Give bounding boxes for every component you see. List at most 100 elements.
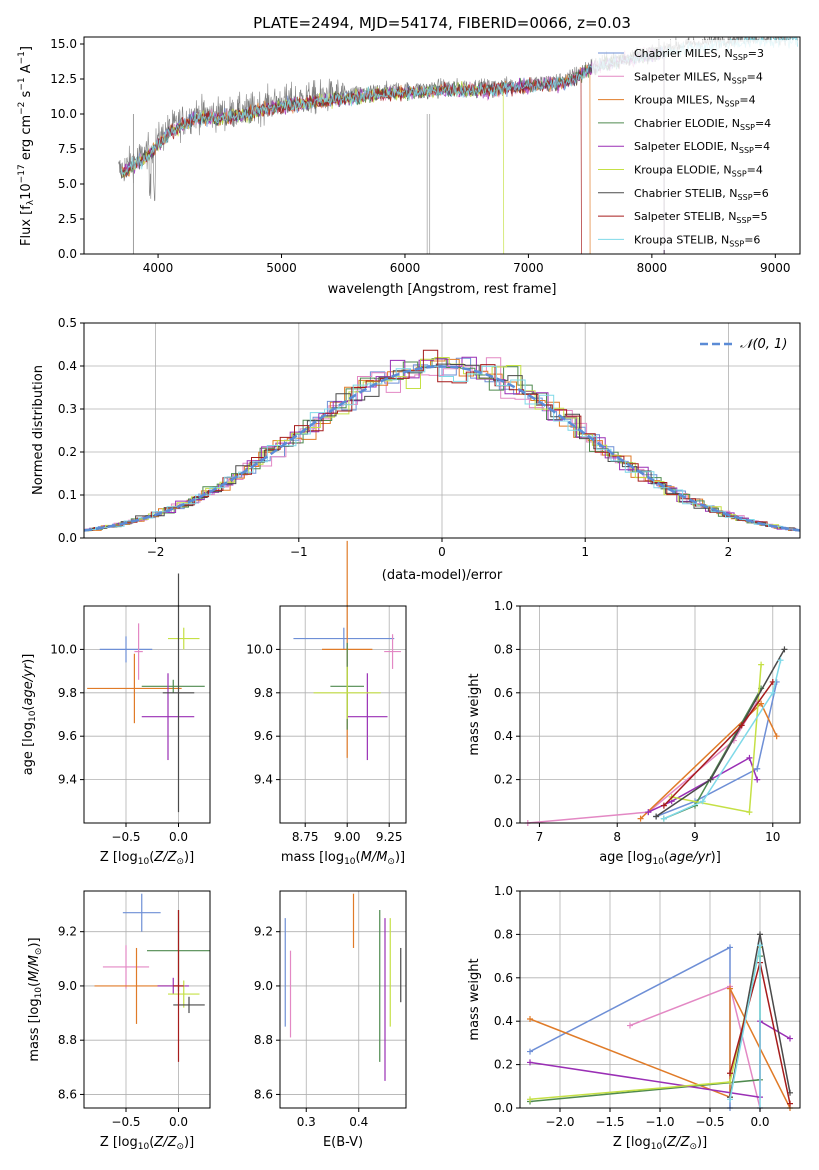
y-tick-label: 0.2 xyxy=(494,773,513,787)
legend-count: =3 xyxy=(748,47,764,60)
track-marker xyxy=(777,657,784,664)
y-tick-label: 2.5 xyxy=(58,212,77,226)
x-tick-label: −2.0 xyxy=(545,1115,574,1129)
legend-label: Chabrier STELIB, N xyxy=(634,187,738,200)
plot-frame xyxy=(519,605,801,824)
histogram-series xyxy=(84,349,800,532)
x-tick-label: 8 xyxy=(613,830,621,844)
y-tick-label: 0.4 xyxy=(494,1014,513,1028)
legend-entry: Salpeter ELODIE, NSSP=4 xyxy=(634,140,770,155)
histogram-xlabel: (data-model)/error xyxy=(382,568,503,583)
legend-label: Kroupa ELODIE, N xyxy=(634,164,732,177)
histogram-series xyxy=(84,365,800,532)
y-tick-label: 8.8 xyxy=(58,1033,77,1047)
legend-entry: Chabrier STELIB, NSSP=6 xyxy=(634,187,769,202)
histogram-ylabel: Normed distribution xyxy=(31,365,46,495)
mass-weight-track xyxy=(663,660,782,820)
legend-subscript: SSP xyxy=(736,216,751,225)
gaussian-reference-line xyxy=(84,365,800,532)
spectrum-frame xyxy=(83,36,801,255)
plot-area xyxy=(94,893,210,1062)
x-tick-label: 0.0 xyxy=(750,1115,769,1129)
legend-count: =4 xyxy=(754,140,770,153)
track-marker xyxy=(727,1078,733,1085)
mass-vs-metallicity-panel: −0.5 0.0 8.6 8.8 9.0 9.2 Z [log10(Z/Z⊙)] mass [… xyxy=(27,890,211,1152)
legend-label: Salpeter MILES, N xyxy=(634,70,732,83)
legend-count: =5 xyxy=(751,210,767,223)
y-tick-label: 0.4 xyxy=(494,729,513,743)
y-tick-label: 9.0 xyxy=(254,979,273,993)
track-marker xyxy=(787,1100,793,1107)
age-vs-mass-panel: 8.75 9.00 9.25 9.4 9.6 9.8 10.0 mass [log10(M/M… xyxy=(246,540,407,867)
histogram-series xyxy=(84,356,800,532)
legend-count: =6 xyxy=(753,187,769,200)
x-tick-label: 7 xyxy=(536,830,544,844)
track-marker xyxy=(757,931,763,938)
legend-entry: Kroupa MILES, NSSP=4 xyxy=(634,94,756,109)
track-marker xyxy=(527,1096,533,1103)
legend-entry: Chabrier ELODIE, NSSP=4 xyxy=(634,117,771,132)
x-tick-label: 9.00 xyxy=(334,830,361,844)
legend-entry: 𝒩(0, 1) xyxy=(740,337,787,352)
y-tick-label: 0.1 xyxy=(58,488,77,502)
y-axis-label: mass weight xyxy=(467,673,482,755)
legend-subscript: SSP xyxy=(739,146,754,155)
y-tick-label: 0.0 xyxy=(58,531,77,545)
mass-weight-track xyxy=(655,681,778,818)
legend-entry: Salpeter STELIB, NSSP=5 xyxy=(634,210,768,225)
y-tick-label: 0.0 xyxy=(58,247,77,261)
y-tick-label: 9.6 xyxy=(254,729,273,743)
spectrum-title: PLATE=2494, MJD=54174, FIBERID=0066, z=0… xyxy=(253,14,631,32)
x-tick-label: 0.3 xyxy=(297,1115,316,1129)
legend-count: =4 xyxy=(739,94,755,107)
legend-subscript: SSP xyxy=(732,76,747,85)
y-tick-label: 10.0 xyxy=(50,642,77,656)
y-tick-label: 10.0 xyxy=(50,107,77,121)
x-tick-label: 4000 xyxy=(143,261,174,275)
x-tick-label: 10 xyxy=(765,830,780,844)
legend-entry: Kroupa STELIB, NSSP=6 xyxy=(634,233,760,248)
y-tick-label: 7.5 xyxy=(58,142,77,156)
legend-subscript: SSP xyxy=(740,123,755,132)
legend-count: =6 xyxy=(744,233,760,246)
y-tick-label: 0.2 xyxy=(58,445,77,459)
x-tick-label: 0 xyxy=(438,545,446,559)
plot-frame xyxy=(83,605,211,824)
legend-label: Salpeter STELIB, N xyxy=(634,210,736,223)
y-tick-label: 0.0 xyxy=(494,1101,513,1115)
plot-frame xyxy=(83,890,211,1109)
legend-background xyxy=(592,40,797,250)
x-tick-label: 0.0 xyxy=(169,830,188,844)
y-tick-label: 8.6 xyxy=(58,1087,77,1101)
x-tick-label: −1 xyxy=(290,545,308,559)
x-axis-label: E(B-V) xyxy=(323,1135,363,1150)
legend-subscript: SSP xyxy=(733,53,748,62)
y-tick-label: 0.6 xyxy=(494,686,513,700)
legend-label: Chabrier MILES, N xyxy=(634,47,733,60)
legend-entry: Chabrier MILES, NSSP=3 xyxy=(634,47,764,62)
legend-label: Salpeter ELODIE, N xyxy=(634,140,739,153)
y-tick-label: 9.6 xyxy=(58,729,77,743)
track-marker xyxy=(758,661,765,668)
y-tick-label: 8.6 xyxy=(254,1087,273,1101)
x-tick-label: 0.4 xyxy=(349,1115,368,1129)
model-spectrum-line xyxy=(120,50,665,254)
y-tick-label: 9.8 xyxy=(58,686,77,700)
spectrum-ylabel: Flux [fλ10−17 erg cm−2 s−1 A−1] xyxy=(17,46,36,246)
y-tick-label: 9.8 xyxy=(254,686,273,700)
track-marker xyxy=(727,1096,733,1103)
x-tick-label: 7000 xyxy=(513,261,544,275)
y-tick-label: 9.4 xyxy=(254,773,273,787)
track-marker xyxy=(527,1048,533,1055)
residual-histogram-panel: 𝒩(0, 1) −2 −1 0 1 2 0.0 0.1 0.2 0.3 0.4 0.5 (data-m… xyxy=(31,316,801,583)
y-axis-label: mass [log10(M/M⊙)] xyxy=(27,937,44,1061)
x-tick-label: −0.5 xyxy=(695,1115,724,1129)
plot-frame xyxy=(279,890,407,1109)
y-tick-label: 0.2 xyxy=(494,1058,513,1072)
plot-area xyxy=(524,646,788,826)
spectrum-panel: PLATE=2494, MJD=54174, FIBERID=0066, z=0… xyxy=(17,14,801,297)
legend-subscript: SSP xyxy=(724,100,739,109)
y-tick-label: 0.8 xyxy=(494,927,513,941)
y-tick-label: 9.2 xyxy=(58,925,77,939)
